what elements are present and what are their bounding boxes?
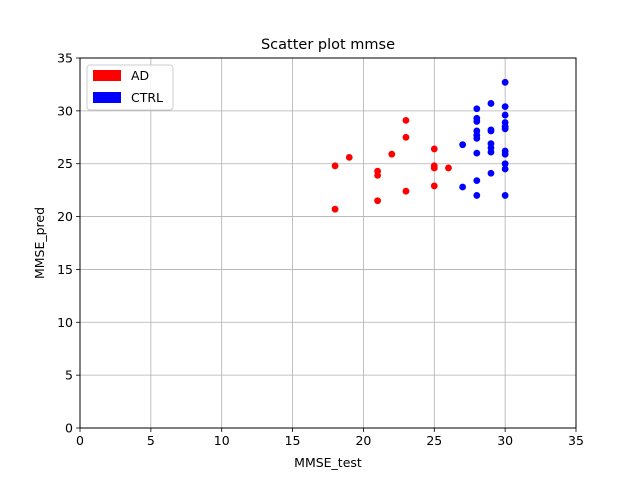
x-tick-label: 25 (426, 433, 442, 448)
point-ctrl (501, 150, 509, 158)
y-tick-label: 5 (65, 368, 73, 383)
point-ctrl (501, 125, 509, 133)
point-ctrl (487, 127, 495, 135)
point-ad (374, 171, 381, 179)
y-tick-label: 10 (57, 315, 73, 330)
point-ad (402, 133, 410, 141)
point-ad (388, 150, 396, 158)
point-ctrl (487, 100, 495, 107)
legend: AD CTRL (86, 64, 174, 111)
y-tick-label: 35 (57, 51, 73, 66)
x-tick-label: 35 (568, 433, 584, 448)
point-ctrl (473, 134, 481, 142)
point-ad (430, 145, 438, 153)
point-ctrl (501, 111, 509, 119)
point-ctrl (473, 149, 481, 157)
legend-swatch-ctrl (93, 92, 121, 103)
point-ad (430, 182, 438, 190)
y-axis-label: MMSE_pred (32, 207, 47, 279)
chart-title: Scatter plot mmse (261, 37, 395, 53)
point-ctrl (487, 148, 495, 156)
point-ad (374, 197, 381, 205)
point-ctrl (501, 103, 509, 111)
x-tick-label: 30 (497, 433, 513, 448)
point-ad (430, 164, 438, 172)
y-tick-label: 15 (57, 262, 73, 277)
point-ad (331, 205, 339, 213)
x-tick-label: 15 (285, 433, 301, 448)
y-tick-label: 30 (57, 103, 73, 118)
point-ctrl (501, 78, 509, 86)
data-markers (331, 78, 509, 213)
point-ctrl (501, 165, 509, 173)
point-ctrl (459, 141, 467, 149)
x-axis-label: MMSE_test (294, 455, 362, 470)
point-ad (445, 164, 452, 172)
point-ctrl (501, 160, 509, 168)
legend-label-ad: AD (131, 68, 149, 83)
point-ctrl (501, 192, 509, 199)
point-ctrl (473, 105, 481, 113)
x-tick-label: 10 (214, 433, 230, 448)
y-tick-label: 0 (65, 421, 73, 436)
point-ctrl (473, 192, 481, 199)
point-ad (402, 187, 410, 195)
legend-swatch-ad (93, 70, 121, 81)
point-ctrl (473, 118, 481, 125)
point-ad (345, 153, 353, 161)
plot-frame (79, 57, 577, 429)
y-tick-label: 25 (57, 156, 73, 171)
x-tick-label: 20 (355, 433, 371, 448)
point-ad (331, 162, 339, 170)
point-ctrl (487, 169, 495, 177)
point-ad (402, 116, 410, 124)
point-ctrl (473, 177, 481, 185)
x-tick-label: 0 (76, 433, 84, 448)
x-tick-label: 5 (147, 433, 155, 448)
axis-ticks: 0 5 10 15 20 25 30 35 0 5 10 15 20 25 30 35 (57, 51, 584, 449)
y-tick-label: 20 (57, 209, 73, 224)
point-ctrl (459, 183, 467, 191)
legend-label-ctrl: CTRL (131, 90, 163, 105)
